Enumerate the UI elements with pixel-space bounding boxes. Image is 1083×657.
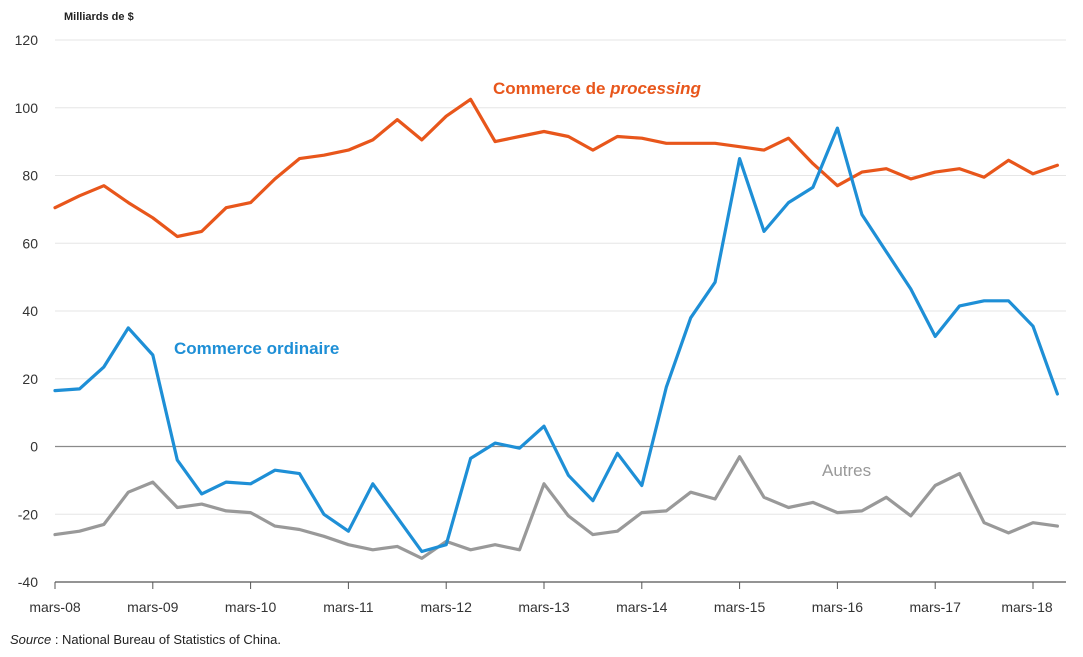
source-text: : National Bureau of Statistics of China… [51,632,281,647]
x-tick-label: mars-13 [518,599,570,615]
series-label-ordinaire: Commerce ordinaire [174,339,339,358]
gridlines [55,39,1066,515]
y-tick-label: 80 [22,168,38,184]
x-tick-label: mars-18 [1001,599,1053,615]
y-tick-label: 0 [30,439,38,455]
x-tick-label: mars-12 [421,599,473,615]
series-label-autres: Autres [822,461,871,480]
y-tick-label: 60 [22,235,38,251]
y-axis-ticks: -40 -20 0 20 40 60 80 100 120 [15,32,39,590]
y-tick-label: -20 [18,506,38,522]
y-tick-label: 100 [15,100,39,116]
x-tick-label: mars-11 [323,599,374,615]
series-line-processing [53,97,1060,239]
y-tick-label: -40 [18,574,38,590]
series-lines [53,97,1060,560]
line-chart: Milliards de $ -40 -20 0 20 40 60 80 100 120 mar… [15,11,1066,615]
series-line-ordinaire [53,126,1060,554]
x-tick-label: mars-10 [225,599,277,615]
series-line-autres [53,455,1060,560]
source-prefix: Source [10,632,52,647]
y-tick-label: 40 [22,303,38,319]
x-tick-label: mars-08 [29,599,81,615]
x-axis: mars-08 mars-09 mars-10 mars-11 mars-12 mars-… [29,445,1066,615]
series-label-processing-plain: Commerce de [493,79,610,98]
x-tick-label: mars-16 [812,599,864,615]
y-tick-label: 120 [15,32,39,48]
series-label-processing-italic: processing [609,79,701,98]
x-tick-label: mars-15 [714,599,766,615]
x-tick-label: mars-17 [910,599,962,615]
y-tick-label: 20 [22,371,38,387]
source-note: Source : National Bureau of Statistics o… [10,632,281,647]
y-unit-label: Milliards de $ [64,11,134,23]
series-label-processing: Commerce de processing [493,79,701,98]
x-tick-label: mars-09 [127,599,179,615]
x-tick-label: mars-14 [616,599,668,615]
